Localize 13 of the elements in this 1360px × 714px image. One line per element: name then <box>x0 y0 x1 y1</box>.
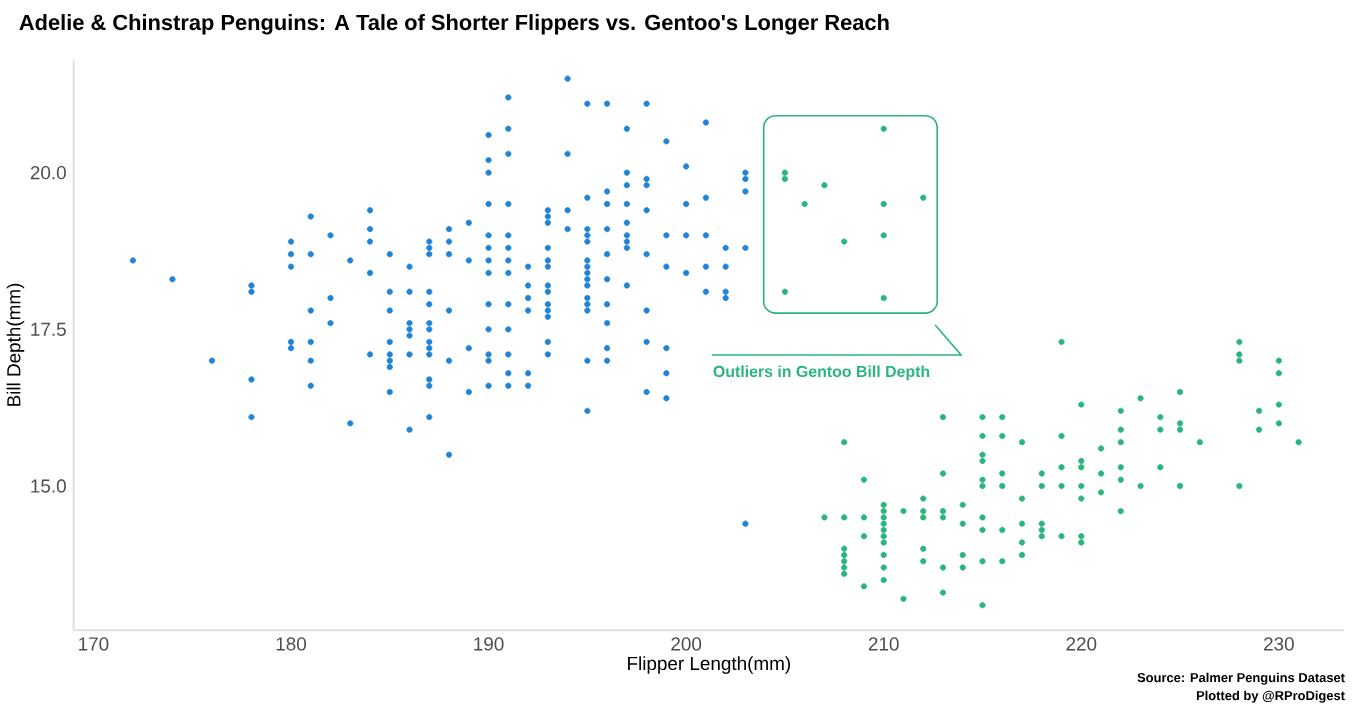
x-tick-label: 220 <box>1066 637 1097 651</box>
x-tick-label: 190 <box>474 637 504 651</box>
x-tick-label: 230 <box>1264 637 1294 651</box>
y-axis-title: Bill Depth(mm) <box>6 283 25 406</box>
y-tick-label: 15.0 <box>31 479 66 493</box>
x-tick-label: 200 <box>671 637 702 651</box>
y-tick-label: 17.5 <box>31 322 66 336</box>
x-axis-title: Flipper Length(mm) <box>628 656 790 674</box>
chart-title: Adelie & Chinstrap Penguins: A Tale of Shorter Flippers vs. Gentoo's Longer Reach <box>19 14 889 35</box>
x-tick-label: 210 <box>868 637 899 651</box>
y-tick-label: 20.0 <box>30 165 66 180</box>
x-tick-label: 170 <box>79 637 109 651</box>
x-tick-label: 180 <box>276 637 306 651</box>
